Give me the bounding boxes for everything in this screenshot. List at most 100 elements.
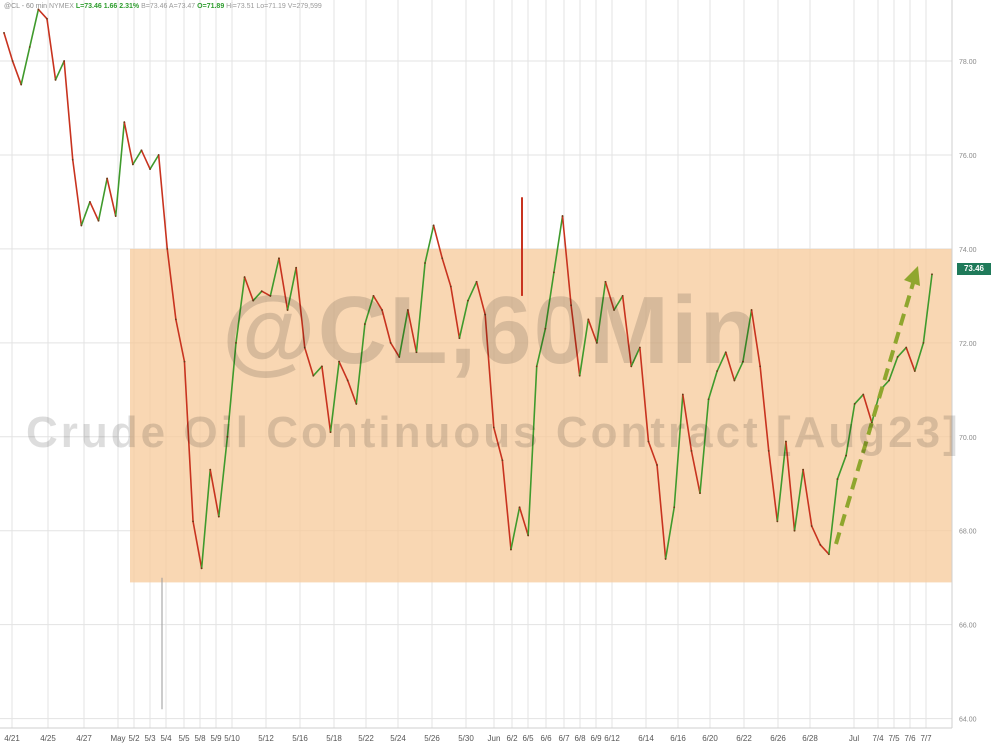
price-segment [355, 323, 366, 405]
price-segment [97, 177, 108, 222]
price-point [278, 257, 280, 260]
price-segment [819, 544, 830, 556]
x-tick-label: 6/22 [736, 734, 752, 743]
price-segment [432, 224, 444, 260]
price-segment [132, 149, 143, 166]
price-segment [338, 360, 349, 382]
price-point [888, 379, 890, 382]
price-point [80, 224, 83, 227]
price-point [46, 17, 48, 20]
price-segment [458, 299, 469, 339]
price-segment [89, 201, 100, 222]
price-segment [896, 346, 908, 358]
price-point [716, 370, 719, 372]
price-point [656, 464, 658, 466]
price-point [759, 365, 762, 368]
price-segment [836, 454, 847, 480]
header-last: L=73.46 [75, 3, 102, 10]
price-point [776, 520, 779, 523]
header-low: Lo=71.19 [256, 3, 286, 10]
header-symbol: @CL - 60 min [4, 3, 48, 10]
price-point [89, 201, 91, 203]
chart-header: @CL - 60 min NYMEX L=73.46 1.66 2.31% B=… [4, 3, 322, 10]
price-segment [888, 356, 899, 382]
price-point [321, 365, 323, 368]
price-point [363, 323, 366, 325]
price-segment [441, 257, 452, 288]
x-tick-label: 6/16 [670, 734, 686, 743]
price-point [415, 351, 418, 354]
x-tick-label: 5/5 [178, 734, 190, 743]
price-segment [793, 468, 804, 532]
price-segment [183, 360, 194, 523]
price-segment [295, 266, 306, 349]
price-segment [828, 478, 839, 556]
price-segment [716, 351, 727, 372]
header-change-pct: 2.31% [119, 3, 140, 10]
price-segment [20, 46, 31, 86]
price-segment [192, 520, 203, 570]
x-tick-label: 5/18 [326, 734, 342, 743]
price-point [286, 309, 289, 311]
price-point [742, 360, 744, 363]
price-segment [699, 398, 710, 494]
price-point [123, 121, 126, 124]
price-point [441, 257, 444, 260]
price-point [252, 299, 255, 302]
price-segment [407, 309, 418, 354]
range-band [130, 248, 952, 583]
price-point [312, 374, 315, 377]
price-segment [862, 393, 873, 424]
price-point [630, 365, 633, 368]
price-segment [630, 346, 641, 368]
price-segment [596, 281, 607, 344]
price-point [192, 520, 194, 523]
price-point [381, 309, 383, 311]
price-segment [450, 285, 461, 339]
price-segment [218, 435, 229, 518]
price-segment [544, 271, 555, 330]
price-point [785, 440, 787, 443]
price-point [793, 529, 796, 532]
price-point [707, 398, 710, 401]
price-segment [845, 403, 856, 457]
x-tick-label: 6/8 [574, 734, 586, 743]
y-tick-label: 66.00 [959, 623, 977, 630]
header-bid: B=73.46 [141, 3, 168, 10]
price-point [174, 318, 177, 321]
price-segment [905, 346, 916, 372]
price-point [621, 294, 624, 297]
price-point [827, 553, 830, 556]
price-segment [510, 506, 521, 551]
price-point [338, 360, 341, 363]
price-point [235, 341, 237, 344]
header-high: Hi=73.51 [226, 3, 255, 10]
price-segment [621, 295, 633, 368]
price-point [432, 224, 435, 227]
price-segment [11, 60, 22, 86]
price-point [106, 177, 109, 180]
x-tick-label: 5/22 [358, 734, 374, 743]
x-tick-label: 7/6 [904, 734, 916, 743]
price-segment [46, 17, 57, 81]
header-ask: A=73.47 [168, 3, 196, 10]
price-point [853, 403, 856, 405]
price-point [226, 435, 229, 438]
y-tick-label: 76.00 [959, 153, 977, 160]
price-segment [123, 121, 134, 166]
x-tick-label: 6/14 [638, 734, 654, 743]
price-segment [200, 468, 212, 570]
price-segment [759, 365, 770, 452]
x-tick-label: 6/28 [802, 734, 818, 743]
price-segment [243, 276, 254, 302]
price-segment [535, 327, 547, 368]
price-segment [750, 309, 761, 368]
y-tick-label: 72.00 [959, 341, 977, 348]
price-segment [802, 468, 813, 527]
y-tick-label: 78.00 [959, 59, 977, 66]
price-segment [28, 8, 40, 48]
price-segment [321, 365, 332, 433]
price-point [544, 327, 547, 330]
price-point [140, 149, 143, 152]
